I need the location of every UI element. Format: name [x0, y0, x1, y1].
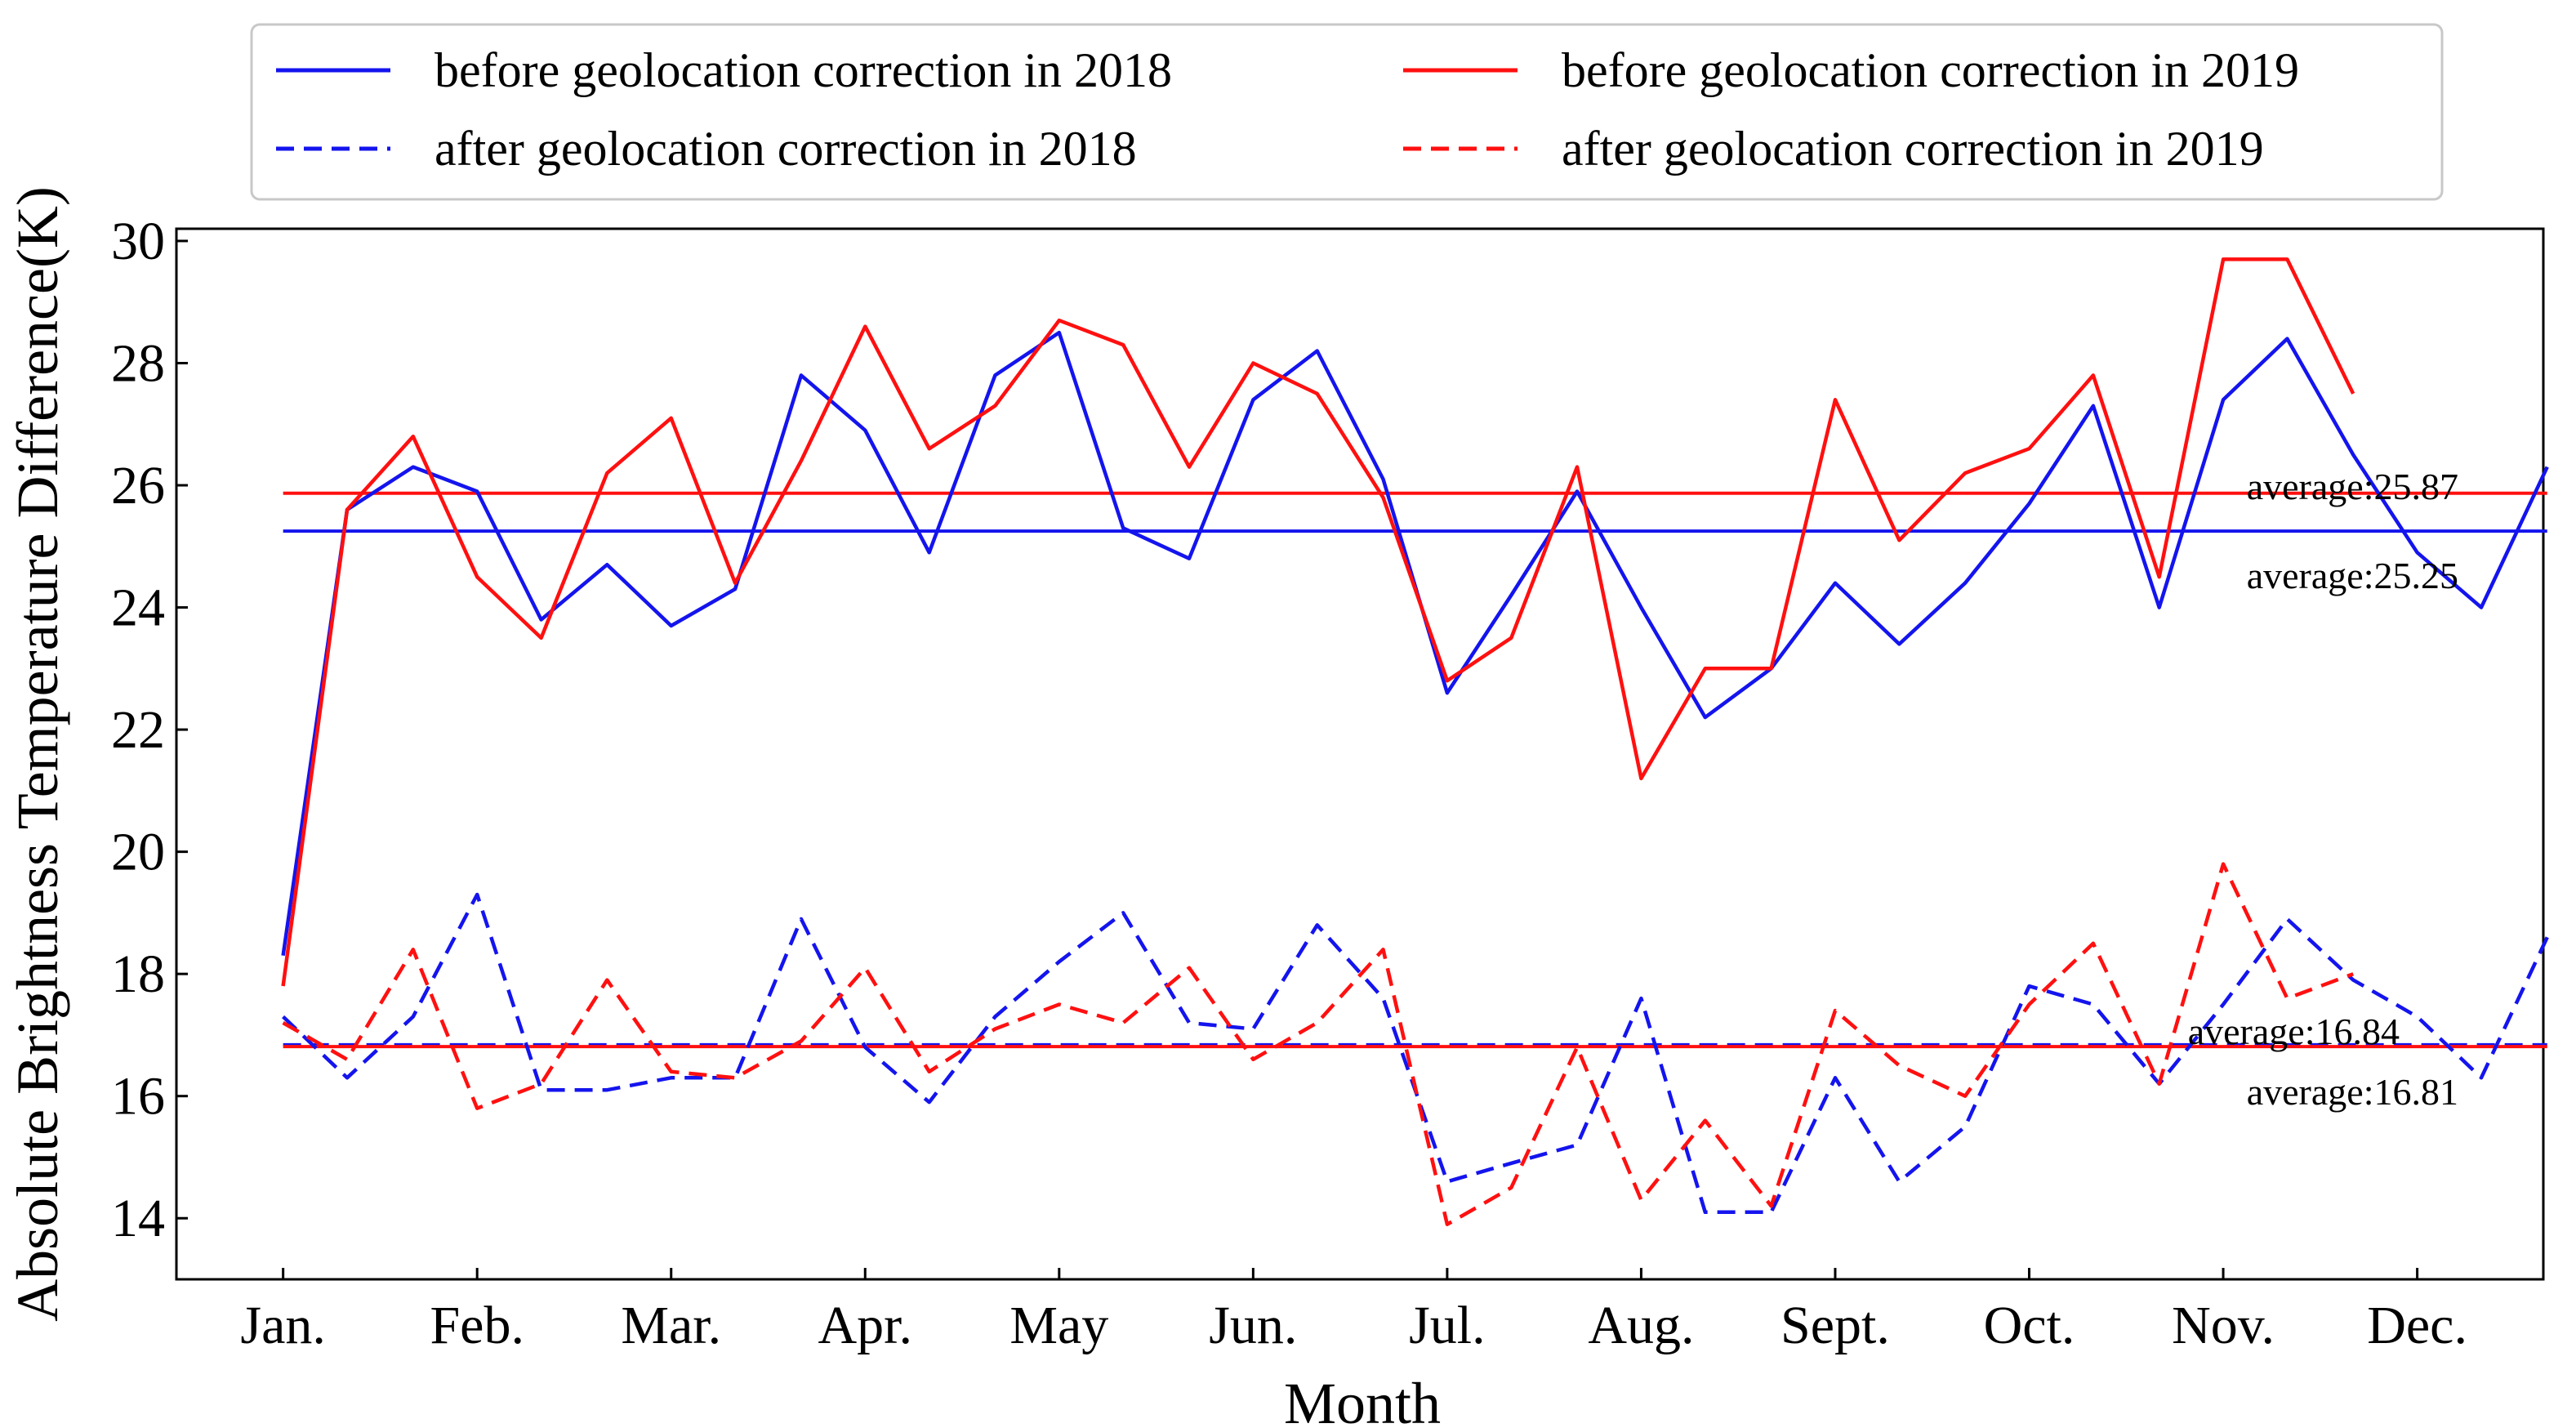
series-line-1 [281, 257, 2355, 987]
x-tick-label: May [1009, 1296, 1108, 1355]
x-tick-label: Oct. [1984, 1296, 2075, 1355]
x-tick-label: Apr. [818, 1296, 913, 1355]
x-axis: Jan. Feb. Mar. Apr. May Jun. Jul. Aug. Sept. Oct.… [240, 1268, 2467, 1355]
x-tick-label: Aug. [1588, 1296, 1694, 1355]
series-line-0 [281, 330, 2549, 957]
y-tick-label: 20 [111, 823, 165, 882]
plot-frame [175, 227, 2545, 1281]
x-tick-label: Sept. [1780, 1296, 1890, 1355]
legend-frame [250, 23, 2444, 201]
y-tick-label: 16 [111, 1067, 165, 1127]
series-line-2 [282, 892, 2549, 1215]
y-tick-label: 14 [111, 1189, 165, 1248]
y-tick-label: 22 [111, 700, 165, 760]
legend-label-before-2019: before geolocation correction in 2019 [1562, 43, 2299, 97]
x-tick-label: Jul. [1409, 1296, 1486, 1355]
legend: before geolocation correction in 2018 af… [250, 23, 2444, 201]
y-axis-title: Absolute Brightness Temperature Differen… [5, 186, 70, 1322]
y-axis: 14 16 18 20 22 24 26 28 30 [111, 212, 188, 1248]
y-tick-label: 30 [111, 212, 165, 271]
average-label: average:16.81 [2247, 1071, 2458, 1113]
series-lines [281, 257, 2549, 1226]
x-tick-label: Nov. [2172, 1296, 2275, 1355]
y-tick-label: 26 [111, 456, 165, 515]
average-lines [283, 491, 2547, 1049]
x-axis-title: Month [1284, 1371, 1441, 1428]
x-tick-label: Feb. [430, 1296, 524, 1355]
y-tick-label: 18 [111, 944, 165, 1004]
y-tick-label: 28 [111, 333, 165, 393]
average-labels: average:25.87 average:25.25 average:16.84 a… [2188, 466, 2458, 1113]
average-label: average:25.25 [2247, 555, 2458, 596]
legend-label-before-2018: before geolocation correction in 2018 [435, 43, 1172, 97]
y-tick-label: 24 [111, 578, 165, 638]
x-tick-label: Mar. [621, 1296, 721, 1355]
x-tick-label: Dec. [2367, 1296, 2467, 1355]
average-label: average:16.84 [2188, 1011, 2400, 1052]
average-label: average:25.87 [2247, 466, 2458, 507]
legend-label-after-2018: after geolocation correction in 2018 [435, 122, 1137, 176]
legend-label-after-2019: after geolocation correction in 2019 [1562, 122, 2264, 176]
x-tick-label: Jan. [240, 1296, 325, 1355]
x-tick-label: Jun. [1209, 1296, 1297, 1355]
